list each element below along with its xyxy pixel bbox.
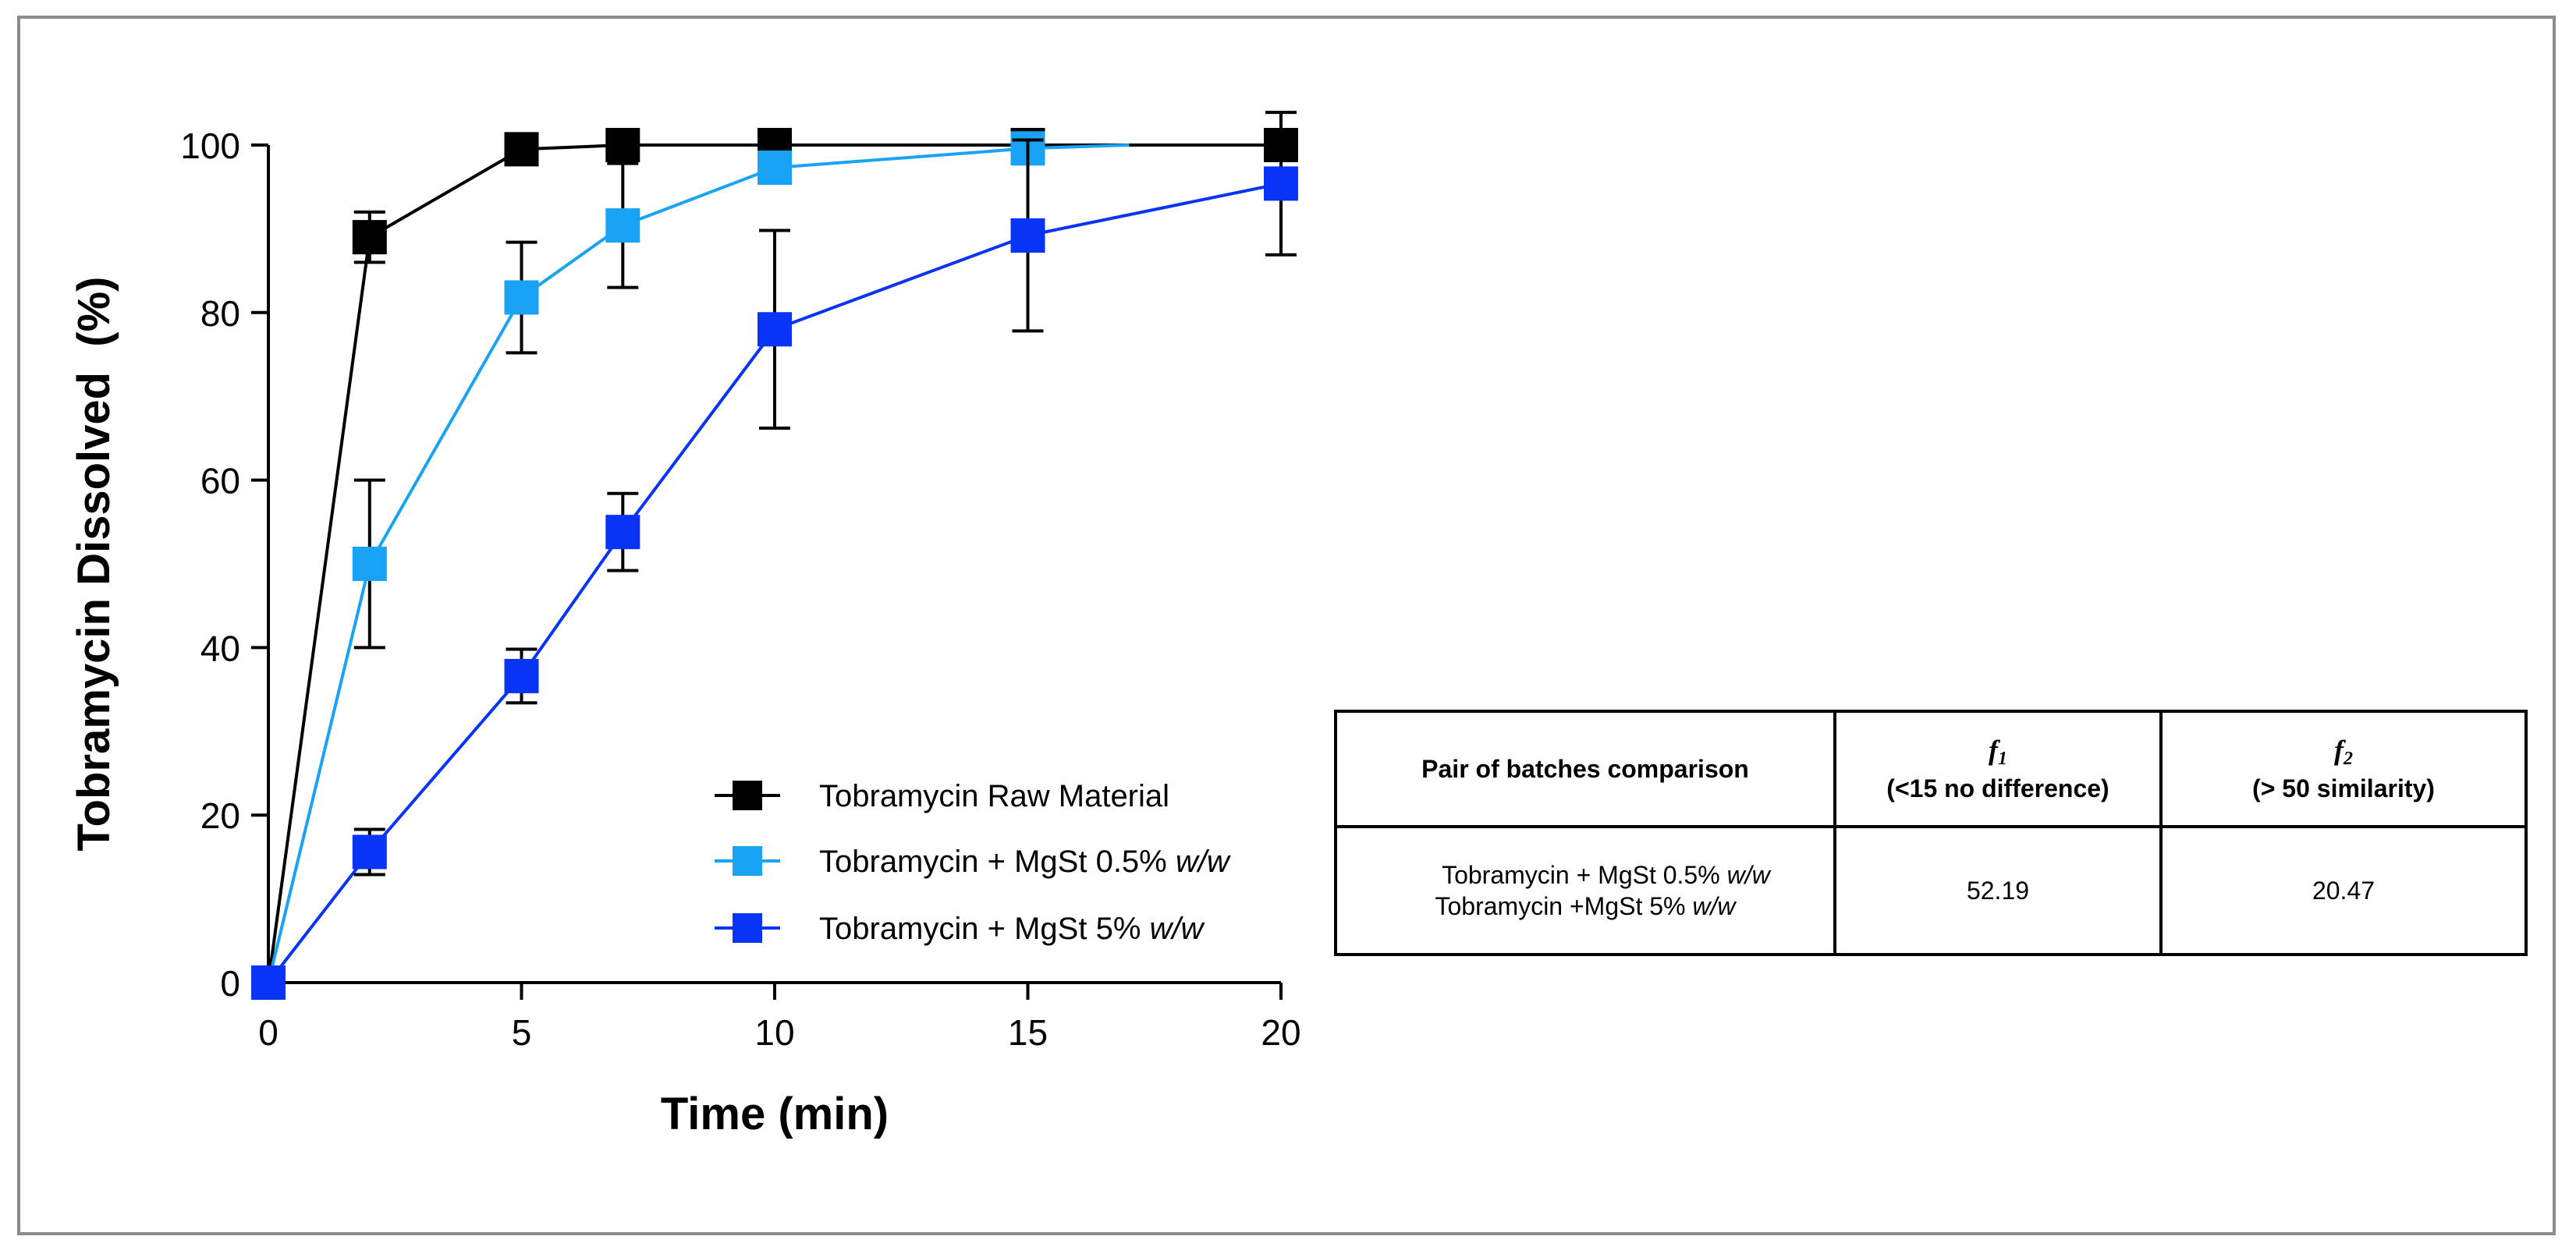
f1-symbol: f bbox=[1989, 734, 1998, 766]
y-tick-label-60: 60 bbox=[200, 461, 240, 501]
legend-text-raw-material: Tobramycin Raw Material bbox=[819, 779, 1169, 813]
x-axis-label: Time (min) bbox=[661, 1089, 889, 1139]
legend-text-mgst-0-5-unit: w/w bbox=[1176, 845, 1232, 879]
row-line1-unit: w/w bbox=[1726, 861, 1770, 889]
similarity-factor-table: Pair of batches comparison f1 (<15 no di… bbox=[1334, 710, 2528, 956]
data-point-0-3 bbox=[605, 128, 640, 162]
row-pair-names: Tobramycin + MgSt 0.5% w/w Tobramycin +Mg… bbox=[1334, 825, 1836, 956]
row-line2: Tobramycin +MgSt 5% bbox=[1435, 892, 1693, 920]
legend: Tobramycin Raw Material Tobramycin + MgS… bbox=[715, 779, 1232, 946]
f2-note: (> 50 similarity) bbox=[2252, 774, 2435, 802]
data-point-2-6 bbox=[1264, 166, 1298, 201]
y-tick-label-80: 80 bbox=[200, 293, 240, 334]
data-point-2-5 bbox=[1010, 218, 1045, 253]
series-2 bbox=[251, 111, 1298, 1000]
legend-marker-mgst-0-5 bbox=[733, 846, 762, 876]
row-line2-unit: w/w bbox=[1692, 892, 1736, 920]
f1-value: 52.19 bbox=[1833, 825, 2163, 956]
data-point-0-1 bbox=[352, 220, 387, 255]
f2-value: 20.47 bbox=[2159, 825, 2528, 956]
data-point-2-2 bbox=[504, 658, 539, 693]
legend-label-mgst-0-5: Tobramycin + MgSt 0.5% w/w bbox=[819, 845, 1232, 879]
y-tick-label-20: 20 bbox=[200, 795, 240, 836]
legend-label-raw-material: Tobramycin Raw Material bbox=[819, 779, 1169, 813]
legend-text-mgst-5: Tobramycin + MgSt 5% bbox=[819, 912, 1150, 946]
f1-subscript: 1 bbox=[1998, 748, 2007, 769]
table-header-row: Pair of batches comparison f1 (<15 no di… bbox=[1334, 710, 2528, 828]
y-tick-label-40: 40 bbox=[200, 628, 240, 668]
data-point-0-2 bbox=[504, 132, 539, 167]
table-row: Tobramycin + MgSt 0.5% w/w Tobramycin +Mg… bbox=[1334, 825, 2528, 956]
row-line1: Tobramycin + MgSt 0.5% bbox=[1442, 861, 1727, 889]
f2-symbol: f bbox=[2334, 734, 2344, 766]
y-tick-label-100: 100 bbox=[180, 126, 240, 166]
data-point-2-3 bbox=[605, 515, 640, 550]
legend-marker-raw-material bbox=[733, 781, 762, 810]
y-axis-label: Tobramycin Dissolved (%) bbox=[69, 277, 119, 852]
header-f1: f1 (<15 no difference) bbox=[1833, 710, 2163, 828]
header-f2: f2 (> 50 similarity) bbox=[2159, 710, 2528, 828]
header-pair-comparison: Pair of batches comparison bbox=[1334, 710, 1836, 828]
legend-text-mgst-5-unit: w/w bbox=[1150, 912, 1206, 946]
data-point-1-2 bbox=[504, 280, 539, 315]
x-tick-label-20: 20 bbox=[1261, 1012, 1300, 1053]
data-point-2-1 bbox=[352, 834, 387, 870]
legend-label-mgst-5: Tobramycin + MgSt 5% w/w bbox=[819, 912, 1206, 946]
legend-entry-raw-material: Tobramycin Raw Material bbox=[715, 779, 1169, 813]
x-tick-label-15: 15 bbox=[1008, 1012, 1048, 1053]
x-tick-label-10: 10 bbox=[754, 1012, 794, 1053]
axis-ticks: 0 20 40 60 80 100 0 5 10 15 20 bbox=[180, 126, 1300, 1053]
figure-frame bbox=[17, 16, 2556, 1235]
data-point-1-4 bbox=[758, 150, 792, 185]
legend-entry-mgst-5: Tobramycin + MgSt 5% w/w bbox=[715, 912, 1206, 946]
f2-subscript: 2 bbox=[2344, 748, 2353, 769]
x-tick-label-0: 0 bbox=[258, 1012, 279, 1053]
data-point-2-0 bbox=[251, 965, 286, 1000]
legend-text-mgst-0-5: Tobramycin + MgSt 0.5% bbox=[819, 845, 1176, 879]
data-point-2-4 bbox=[758, 312, 792, 347]
f1-note: (<15 no difference) bbox=[1886, 774, 2109, 802]
data-point-1-3 bbox=[605, 208, 640, 243]
series-group bbox=[251, 111, 1298, 1000]
x-tick-label-5: 5 bbox=[512, 1012, 532, 1053]
legend-marker-mgst-5 bbox=[733, 913, 762, 943]
y-tick-label-0: 0 bbox=[220, 963, 240, 1004]
legend-entry-mgst-0-5: Tobramycin + MgSt 0.5% w/w bbox=[715, 845, 1232, 879]
data-point-1-1 bbox=[352, 547, 387, 581]
